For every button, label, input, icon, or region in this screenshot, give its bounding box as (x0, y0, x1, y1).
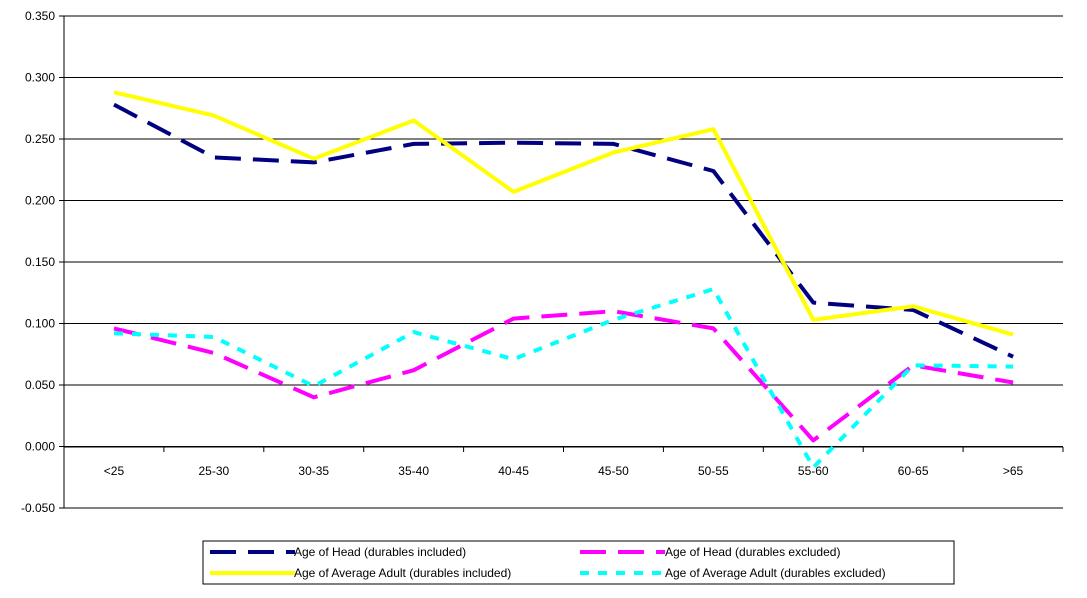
x-tick-label: 40-45 (498, 464, 529, 478)
y-tick-label: 0.200 (25, 194, 55, 208)
x-tick-label: 60-65 (898, 464, 929, 478)
x-tick-label: 30-35 (298, 464, 329, 478)
y-tick-label: 0.300 (25, 71, 55, 85)
legend-label: Age of Head (durables excluded) (665, 545, 840, 559)
legend: Age of Head (durables included) Age of He… (202, 540, 955, 585)
y-tick-label: -0.050 (21, 501, 55, 515)
x-tick-label: <25 (104, 464, 125, 478)
axes (59, 15, 1064, 509)
y-tick-label: 0.250 (25, 132, 55, 146)
x-tick-label: 45-50 (598, 464, 629, 478)
x-tick-label: 25-30 (198, 464, 229, 478)
legend-label: Age of Average Adult (durables excluded) (665, 566, 886, 580)
y-tick-label: 0.100 (25, 317, 55, 331)
x-tick-label: 55-60 (798, 464, 829, 478)
y-tick-label: 0.050 (25, 378, 55, 392)
gridlines (64, 15, 1063, 509)
series-lines (113, 90, 1014, 470)
y-tick-label: 0.000 (25, 440, 55, 454)
series-line-3 (113, 90, 1014, 337)
y-tick-label: 0.150 (25, 255, 55, 269)
x-tick-label: 50-55 (698, 464, 729, 478)
legend-label: Age of Average Adult (durables included) (294, 566, 511, 580)
x-tick-label: 35-40 (398, 464, 429, 478)
legend-box (202, 540, 955, 585)
legend-label: Age of Head (durables included) (294, 545, 466, 559)
series-line-2 (113, 309, 1014, 443)
y-tick-labels: 0.350 0.300 0.250 0.200 0.150 0.100 0.050 0.000… (21, 9, 55, 515)
x-tick-labels: <25 25-30 30-35 35-40 40-45 45-50 50-55 55-60 60… (104, 464, 1024, 478)
y-tick-label: 0.350 (25, 9, 55, 23)
series-line-1 (113, 102, 1014, 359)
x-tick-label: >65 (1003, 464, 1024, 478)
